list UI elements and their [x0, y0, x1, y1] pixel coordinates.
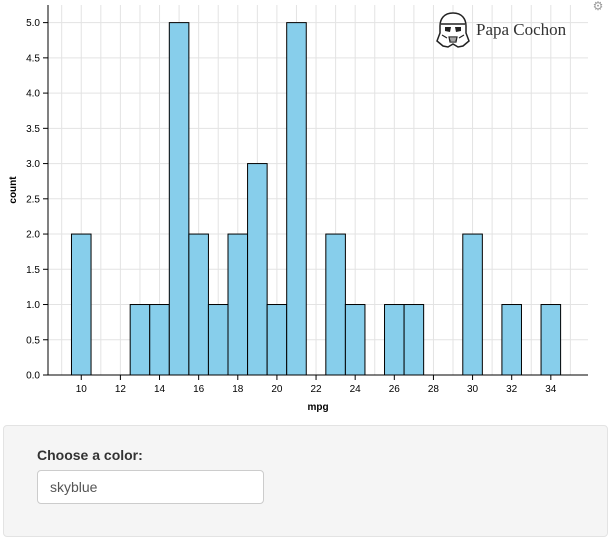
watermark-text: Papa Cochon — [476, 20, 567, 39]
stormtrooper-helmet-icon — [436, 12, 470, 48]
histogram-bar — [286, 22, 307, 376]
x-tick-label: 34 — [545, 384, 557, 395]
x-tick-label: 32 — [506, 384, 518, 395]
y-tick-label: 5.0 — [26, 18, 40, 29]
color-label: Choose a color: — [37, 447, 143, 463]
color-input[interactable] — [37, 470, 264, 504]
y-tick-label: 1.0 — [26, 300, 40, 311]
histogram-bar — [462, 233, 483, 376]
y-tick-label: 2.5 — [26, 194, 40, 205]
histogram-bar — [129, 304, 151, 376]
x-tick-label: 10 — [76, 384, 88, 395]
x-tick-label: 24 — [350, 384, 362, 395]
x-tick-label: 18 — [232, 384, 244, 395]
watermark: Papa Cochon — [436, 10, 566, 50]
y-tick-label: 0.0 — [26, 371, 40, 382]
histogram-bar — [403, 304, 425, 376]
y-tick-label: 2.0 — [26, 230, 40, 241]
x-tick-label: 16 — [193, 384, 205, 395]
y-tick-label: 0.5 — [26, 335, 40, 346]
histogram-bar — [266, 304, 288, 376]
histogram-bar — [70, 233, 92, 376]
histogram-bar — [207, 304, 229, 376]
histogram-bar — [227, 233, 249, 376]
chart-svg: 0.0 0.5 1.0 1.5 2.0 2.5 3.0 3.5 4.0 4.5 5.0 10 12 14 1… — [8, 5, 588, 413]
x-tick-label: 26 — [389, 384, 401, 395]
y-tick-label: 3.0 — [26, 159, 40, 170]
x-tick-label: 30 — [467, 384, 479, 395]
controls-panel: Choose a color: — [3, 425, 608, 537]
x-tick-label: 12 — [115, 384, 127, 395]
histogram-bar — [247, 163, 268, 376]
histogram-bar — [168, 22, 190, 376]
x-tick-label: 28 — [428, 384, 440, 395]
x-tick-label: 14 — [154, 384, 166, 395]
histogram-chart: 0.0 0.5 1.0 1.5 2.0 2.5 3.0 3.5 4.0 4.5 5.0 10 12 14 1… — [8, 0, 604, 413]
y-tick-label: 1.5 — [26, 265, 40, 276]
histogram-bar — [149, 304, 170, 376]
y-tick-label: 4.5 — [26, 53, 40, 64]
x-tick-label: 20 — [271, 384, 283, 395]
x-axis-title: mpg — [307, 402, 328, 413]
histogram-bar — [325, 233, 346, 376]
x-tick-label: 22 — [310, 384, 322, 395]
histogram-bar — [540, 304, 562, 376]
y-tick-label: 3.5 — [26, 124, 40, 135]
gear-icon[interactable]: ⚙ — [592, 0, 604, 13]
histogram-bar — [384, 304, 405, 376]
histogram-bar — [188, 233, 209, 376]
histogram-bar — [501, 304, 522, 376]
y-axis-title: count — [8, 176, 19, 204]
histogram-bar — [344, 304, 366, 376]
y-tick-label: 4.0 — [26, 89, 40, 100]
